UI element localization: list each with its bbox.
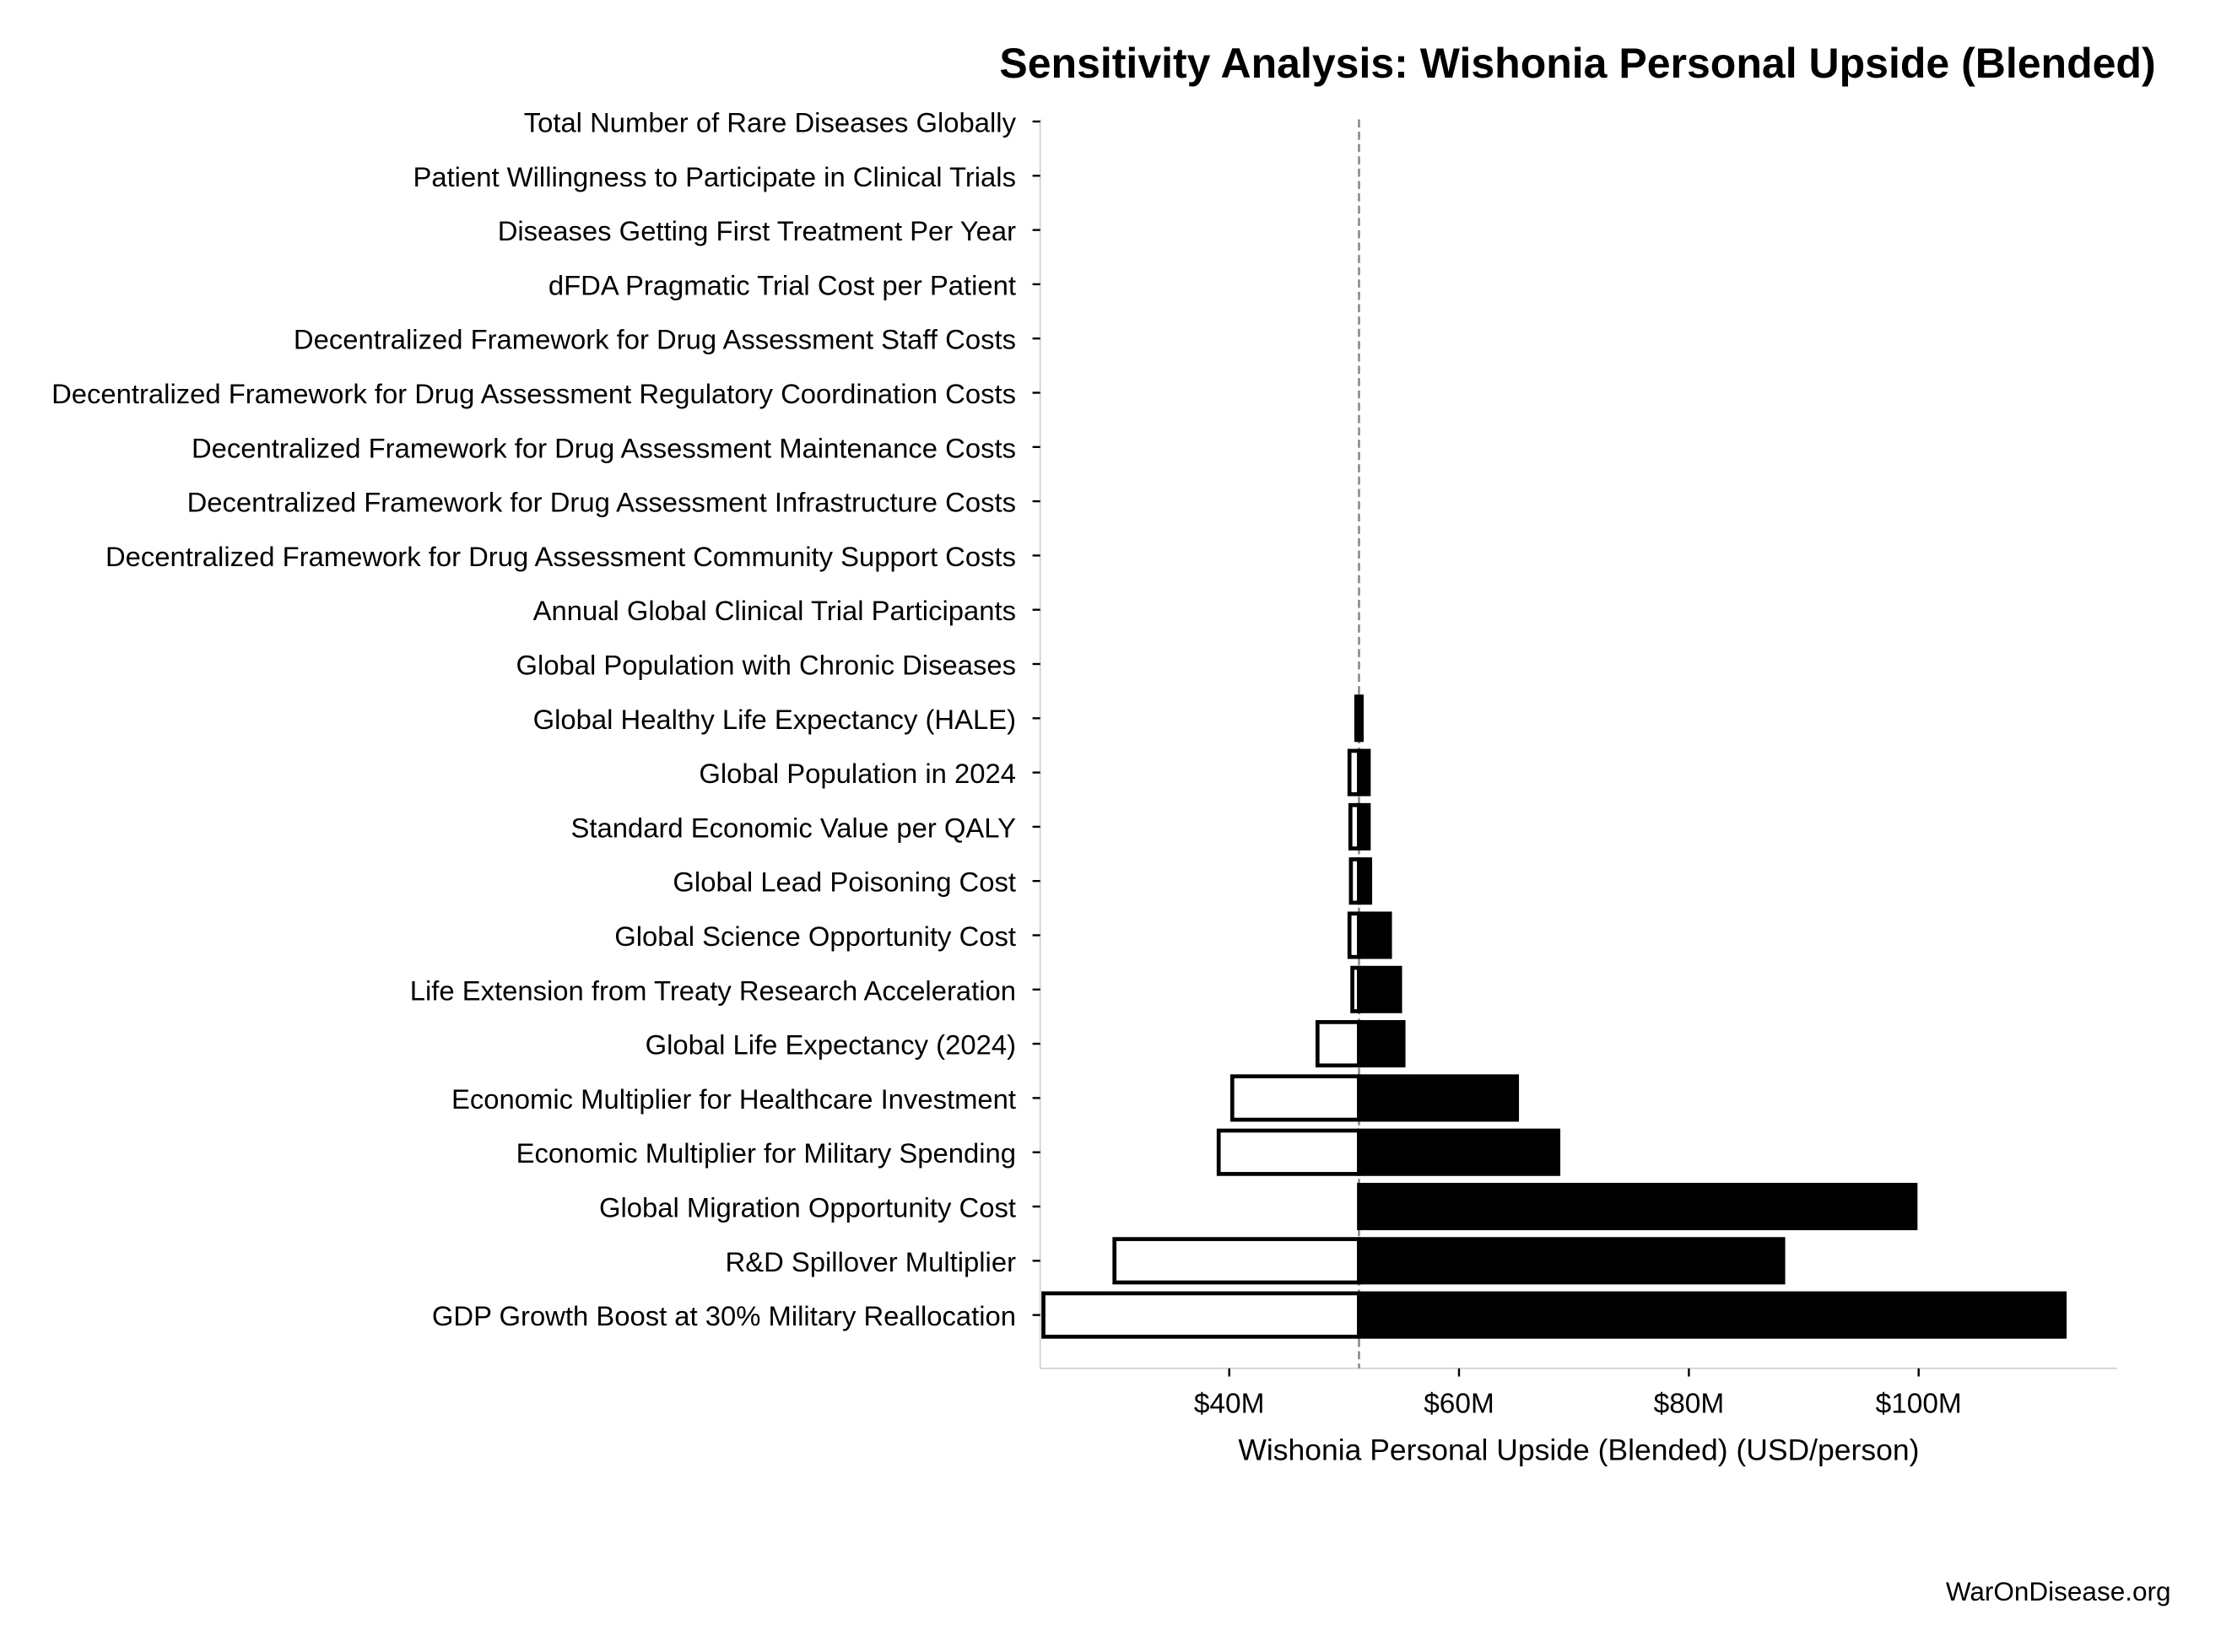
svg-text:R&D Spillover Multiplier: R&D Spillover Multiplier bbox=[726, 1246, 1017, 1277]
svg-text:Economic Multiplier for Milita: Economic Multiplier for Military Spendin… bbox=[516, 1137, 1016, 1169]
svg-text:dFDA Pragmatic Trial Cost per: dFDA Pragmatic Trial Cost per Patient bbox=[548, 269, 1016, 300]
svg-text:Decentralized Framework for Dr: Decentralized Framework for Drug Assessm… bbox=[294, 324, 1016, 355]
svg-text:Decentralized Framework for Dr: Decentralized Framework for Drug Assessm… bbox=[187, 487, 1016, 518]
svg-text:$60M: $60M bbox=[1424, 1389, 1494, 1420]
svg-text:Diseases Getting First Treatme: Diseases Getting First Treatment Per Yea… bbox=[498, 215, 1016, 246]
svg-text:Annual Global Clinical Trial P: Annual Global Clinical Trial Participant… bbox=[533, 595, 1016, 626]
svg-text:Decentralized Framework for Dr: Decentralized Framework for Drug Assessm… bbox=[105, 541, 1016, 572]
svg-text:Total Number of Rare Diseases: Total Number of Rare Diseases Globally bbox=[524, 107, 1017, 138]
svg-text:Sensitivity Analysis: Wishonia: Sensitivity Analysis: Wishonia Personal … bbox=[999, 40, 2155, 87]
svg-text:WarOnDisease.org: WarOnDisease.org bbox=[1946, 1576, 2171, 1606]
svg-text:$40M: $40M bbox=[1194, 1389, 1265, 1420]
svg-text:GDP Growth Boost at 30% Milita: GDP Growth Boost at 30% Military Realloc… bbox=[432, 1300, 1016, 1331]
svg-text:$100M: $100M bbox=[1876, 1389, 1962, 1420]
svg-text:Standard Economic Value per QA: Standard Economic Value per QALY bbox=[571, 812, 1017, 843]
svg-text:Global Science Opportunity Cos: Global Science Opportunity Cost bbox=[614, 920, 1016, 952]
svg-text:Decentralized Framework for Dr: Decentralized Framework for Drug Assessm… bbox=[192, 432, 1016, 463]
svg-text:Economic Multiplier for Health: Economic Multiplier for Healthcare Inves… bbox=[451, 1083, 1016, 1115]
svg-text:Patient Willingness to Partici: Patient Willingness to Participate in Cl… bbox=[413, 161, 1016, 192]
svg-text:Global Population in 2024: Global Population in 2024 bbox=[699, 758, 1016, 789]
svg-text:Global Healthy Life Expectancy: Global Healthy Life Expectancy (HALE) bbox=[533, 704, 1016, 735]
svg-text:Wishonia Personal Upside (Blen: Wishonia Personal Upside (Blended) (USD/… bbox=[1238, 1433, 1919, 1467]
svg-text:Global Migration Opportunity C: Global Migration Opportunity Cost bbox=[599, 1192, 1016, 1223]
svg-text:Decentralized Framework for Dr: Decentralized Framework for Drug Assessm… bbox=[51, 378, 1016, 409]
svg-text:$80M: $80M bbox=[1654, 1389, 1725, 1420]
svg-text:Life Extension from Treaty Res: Life Extension from Treaty Research Acce… bbox=[410, 974, 1016, 1006]
svg-text:Global Population with Chronic: Global Population with Chronic Diseases bbox=[516, 650, 1016, 681]
svg-text:Global Life Expectancy (2024): Global Life Expectancy (2024) bbox=[646, 1029, 1016, 1061]
svg-text:Global Lead Poisoning Cost: Global Lead Poisoning Cost bbox=[673, 866, 1016, 898]
